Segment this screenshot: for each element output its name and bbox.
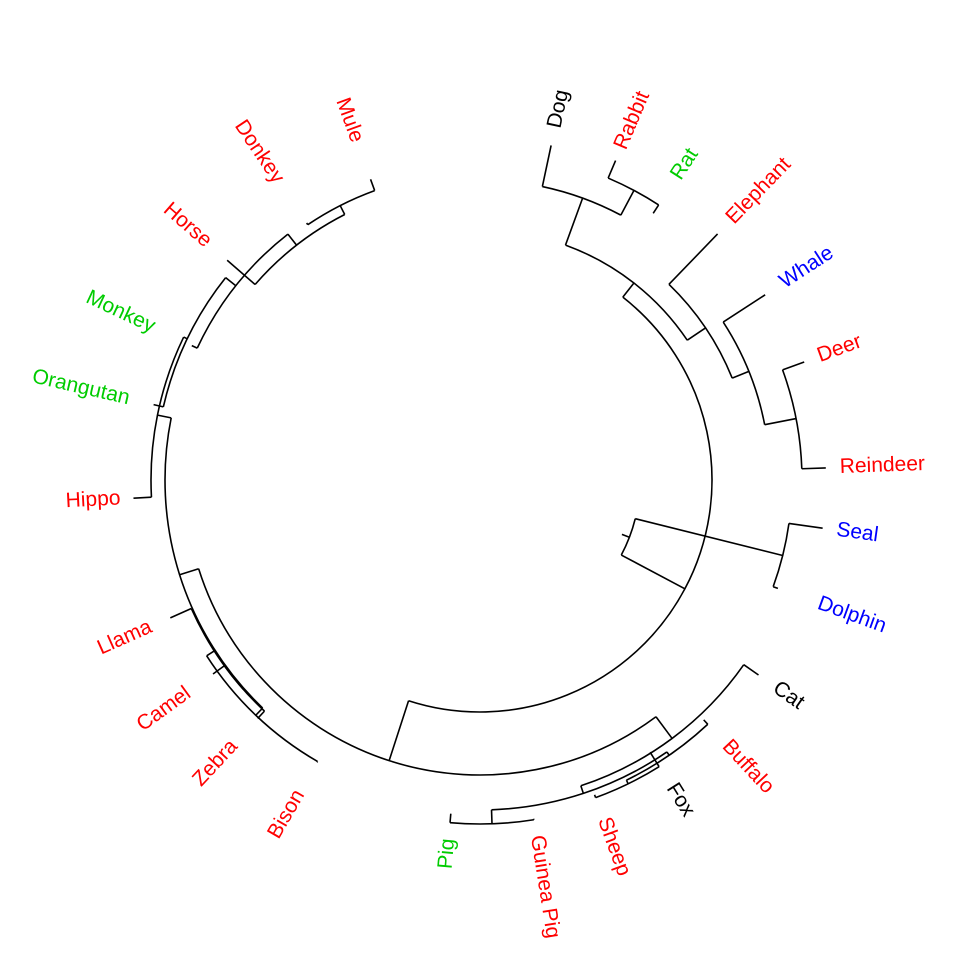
branch-radial [225, 277, 237, 287]
branch-radial [183, 336, 188, 340]
branch-radial [449, 813, 452, 823]
branch-radial [703, 719, 709, 725]
branch-arc [254, 213, 346, 286]
branch-radial [668, 233, 719, 285]
branch-radial [625, 779, 629, 785]
branch-radial [257, 710, 266, 719]
leaf-label-pig: Pig [434, 838, 460, 870]
branch-radial [635, 517, 783, 557]
branch-radial [157, 414, 172, 419]
branch-radial [369, 179, 376, 191]
branch-radial [564, 197, 584, 246]
branch-radial [731, 370, 750, 379]
branch-radial [686, 327, 706, 341]
leaf-label-hippo: Hippo [65, 486, 121, 512]
branch-radial [316, 761, 319, 763]
branch-radial [179, 567, 199, 576]
branch-radial [782, 361, 805, 371]
branch-radial [607, 160, 617, 179]
branch-radial [620, 190, 635, 216]
branch-arc [164, 417, 264, 709]
branch-radial [722, 294, 766, 323]
branch-arc [580, 664, 745, 787]
branch-radial [593, 794, 597, 798]
branch-radial [541, 145, 552, 187]
branch-radial [666, 751, 670, 756]
branch-radial [339, 205, 346, 215]
branch-radial [620, 554, 686, 590]
branch-radial [206, 650, 215, 657]
branch-radial [287, 233, 298, 246]
branch-radial [580, 785, 585, 794]
branch-radial [801, 467, 826, 470]
branch-radial [622, 282, 635, 298]
branch-radial [255, 707, 264, 716]
branch-radial [191, 344, 198, 349]
branch-radial [169, 607, 192, 619]
branch-radial [621, 533, 630, 539]
branch-radial [655, 716, 673, 739]
branch-radial [743, 664, 759, 676]
branch-radial [388, 700, 410, 761]
branch-radial [133, 496, 152, 499]
branch-radial [153, 403, 164, 408]
branch-radial [305, 222, 309, 226]
branch-radial [764, 417, 797, 426]
branch-radial [772, 585, 779, 590]
branch-radial [226, 259, 256, 286]
branch-arc [197, 568, 657, 776]
branch-radial [788, 522, 823, 529]
branch-radial [652, 204, 660, 214]
dendrogram-branches [133, 145, 826, 825]
branch-radial [212, 665, 225, 675]
leaf-label-reindeer: Reindeer [839, 452, 925, 478]
